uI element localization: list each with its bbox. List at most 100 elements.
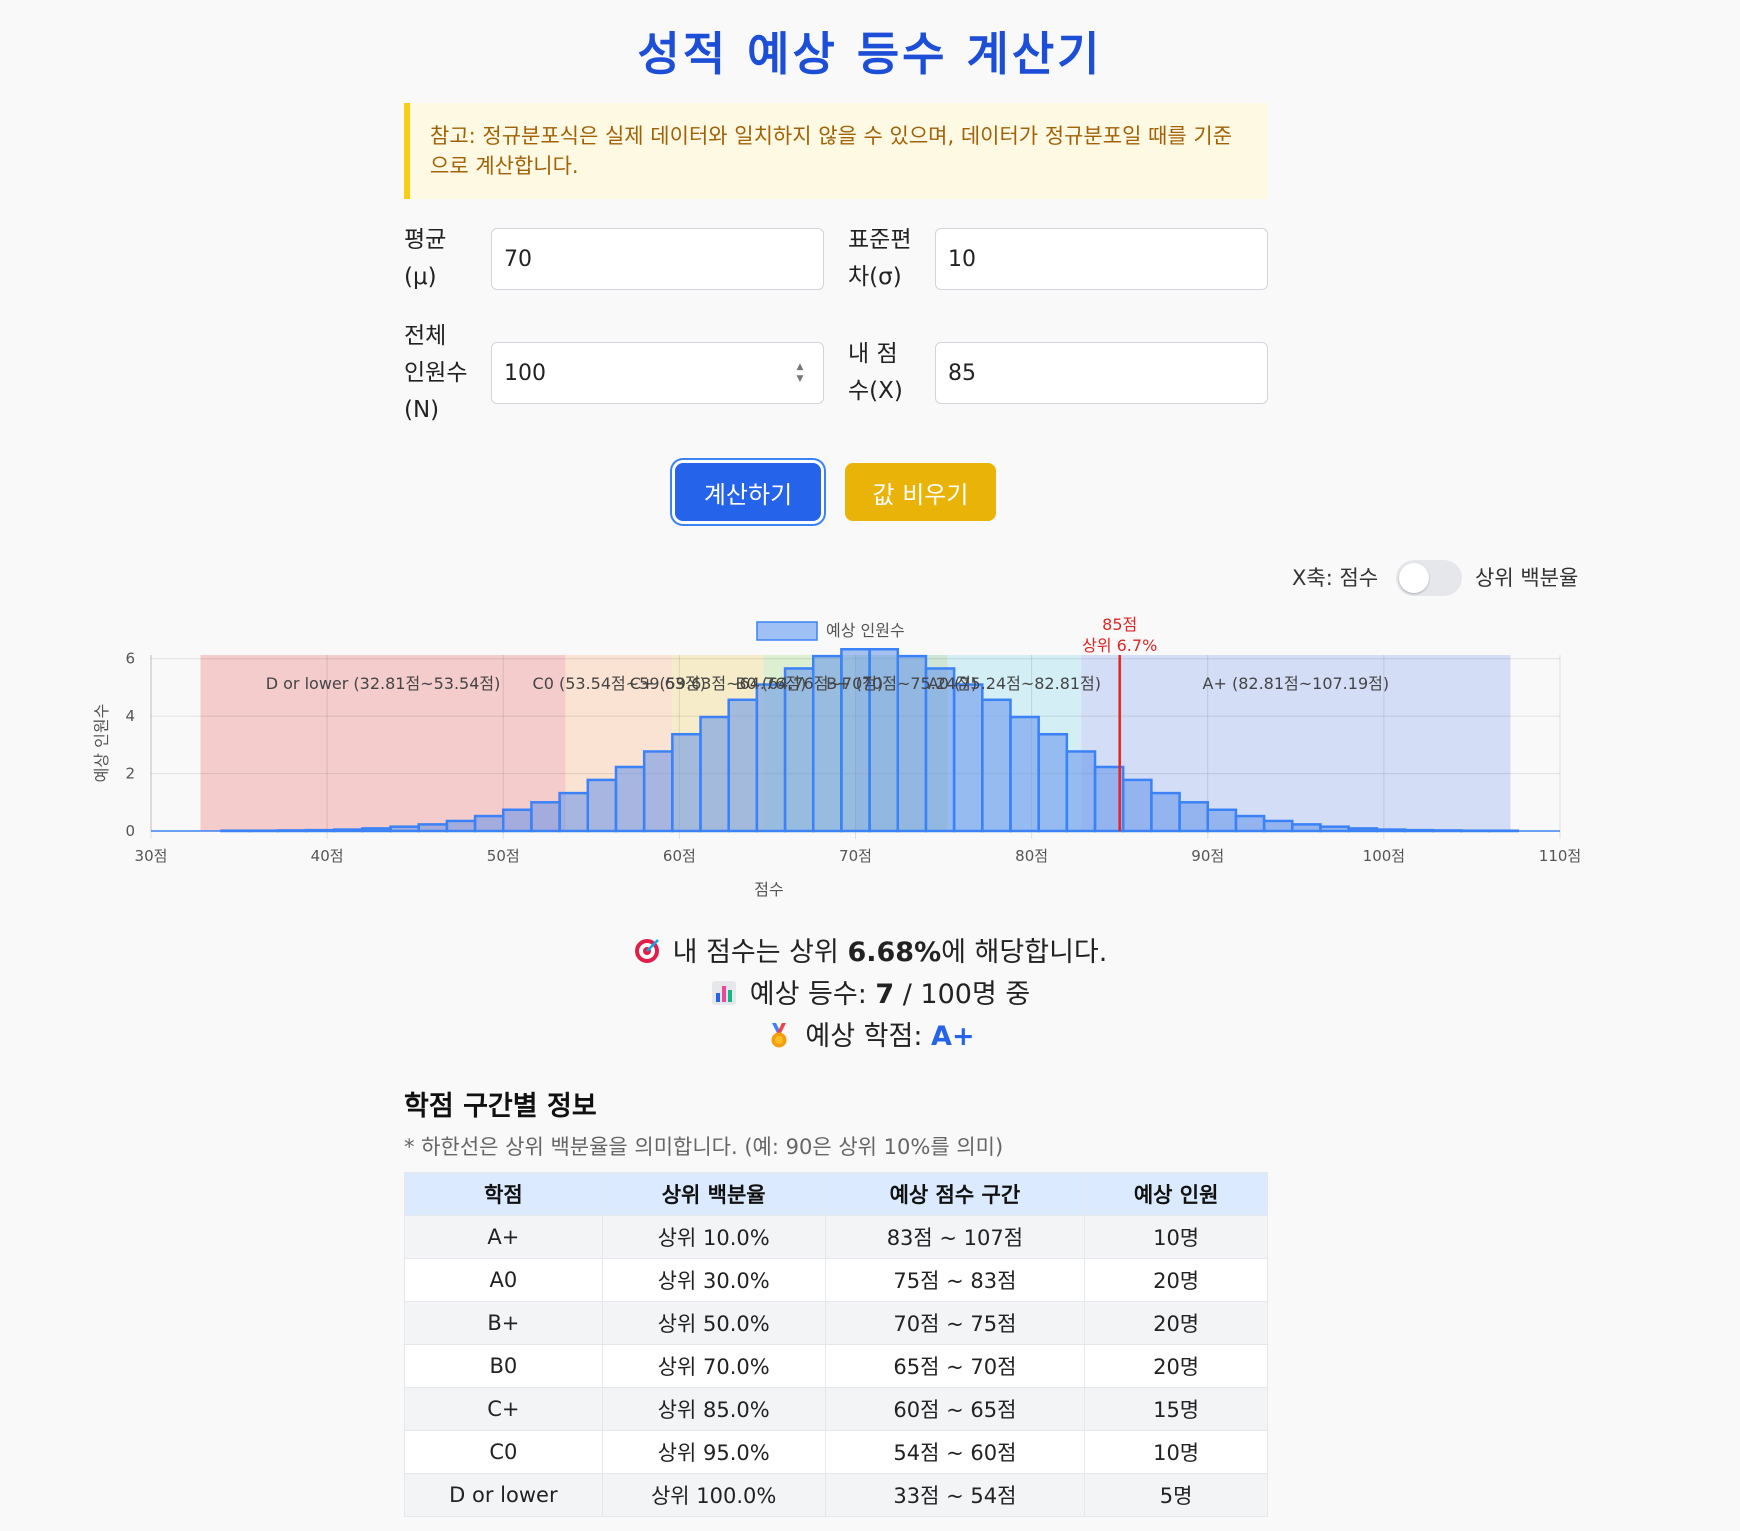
result-percentile-value: 6.68%	[847, 937, 942, 968]
histogram-bar	[1206, 808, 1238, 833]
calculate-button[interactable]: 계산하기	[675, 463, 821, 521]
table-cell: 상위 50.0%	[601, 1301, 826, 1345]
y-tick-label: 2	[125, 765, 135, 783]
mean-label-line: (μ)	[404, 264, 437, 290]
chart-legend[interactable]: 예상 인원수	[756, 621, 905, 641]
table-cell: 5명	[1084, 1473, 1268, 1517]
table-row: B0 상위 70.0% 65점 ~ 70점 20명	[404, 1344, 1268, 1388]
sd-label-line: 표준편	[848, 227, 912, 253]
table-cell: 33점 ~ 54점	[824, 1473, 1086, 1517]
table-cell: B0	[404, 1344, 603, 1388]
grade-region-label: B0 (64.76점~70점)	[735, 674, 883, 693]
histogram-bar	[473, 814, 505, 833]
histogram-bar	[530, 801, 561, 833]
table-cell: 상위 85.0%	[601, 1387, 826, 1431]
result-percentile: 내 점수는 상위 6.68%에 해당합니다.	[0, 932, 1740, 974]
count-input[interactable]	[491, 342, 824, 404]
legend-swatch	[756, 621, 818, 641]
grade-region-label: B+ (70점~75.24점)	[826, 674, 977, 693]
table-header: 학점	[404, 1172, 603, 1216]
histogram-bar	[1347, 827, 1379, 833]
histogram-bar	[332, 828, 364, 833]
histogram-bar	[1262, 819, 1294, 833]
mean-input[interactable]	[491, 228, 824, 290]
table-cell: 20명	[1084, 1344, 1268, 1388]
table-cell: A+	[404, 1215, 603, 1259]
x-axis-title: 점수	[754, 880, 783, 899]
table-row: D or lower 상위 100.0% 33점 ~ 54점 5명	[404, 1473, 1268, 1517]
result-text: 에 해당합니다.	[941, 937, 1108, 968]
x-tick-label: 30점	[135, 847, 168, 865]
sd-label: 표준편 차(σ)	[848, 222, 911, 296]
result-text: / 100명 중	[894, 979, 1031, 1010]
x-tick-label: 60점	[663, 847, 696, 865]
y-tick-label: 0	[125, 822, 135, 840]
table-cell: 상위 70.0%	[601, 1344, 826, 1388]
table-cell: B+	[404, 1301, 603, 1345]
result-rank: 예상 등수: 7 / 100명 중	[0, 974, 1740, 1016]
table-cell: 83점 ~ 107점	[824, 1215, 1086, 1259]
count-label-line: 인원수	[404, 360, 468, 386]
histogram-bar	[1178, 801, 1209, 833]
histogram-bar	[304, 828, 336, 833]
medal-icon	[771, 1023, 787, 1048]
result-grade-value: A+	[931, 1021, 975, 1052]
table-cell: 65점 ~ 70점	[824, 1344, 1086, 1388]
table-row: C0 상위 95.0% 54점 ~ 60점 10명	[404, 1430, 1268, 1474]
y-tick-label: 6	[125, 650, 135, 668]
page-title: 성적 예상 등수 계산기	[637, 27, 1103, 81]
grade-table-note: * 하한선은 상위 백분율을 의미합니다. (예: 90은 상위 10%를 의미…	[404, 1135, 1004, 1159]
info-note: 참고: 정규분포식은 실제 데이터와 일치하지 않을 수 있으며, 데이터가 정…	[404, 103, 1268, 199]
grade-region-label: A+ (82.81점~107.19점)	[1203, 674, 1390, 693]
histogram-bar	[445, 819, 477, 833]
x-tick-label: 50점	[487, 847, 520, 865]
histogram-bar	[614, 765, 646, 833]
table-cell: 상위 10.0%	[601, 1215, 826, 1259]
legend-label: 예상 인원수	[826, 621, 905, 640]
toggle-knob	[1399, 563, 1429, 593]
score-input[interactable]	[935, 342, 1268, 404]
histogram-bar	[1150, 791, 1181, 833]
toggle-left-label: 점수	[1339, 566, 1379, 590]
table-cell: C0	[404, 1430, 603, 1474]
table-cell: 15명	[1084, 1387, 1268, 1431]
histogram-bar	[811, 654, 843, 833]
table-cell: 20명	[1084, 1301, 1268, 1345]
table-cell: C+	[404, 1387, 603, 1431]
histogram-bar	[952, 683, 984, 833]
grade-region-label: C0 (53.54점~59.63점)	[533, 674, 706, 693]
histogram-bar	[981, 698, 1012, 833]
histogram-bar	[924, 667, 956, 833]
count-label-line: 전체	[404, 323, 447, 349]
result-text: 예상 학점:	[805, 1021, 932, 1052]
chart-labels: D or lower (32.81점~53.54점) C0 (53.54점~59.…	[266, 615, 1389, 831]
histogram-bar	[671, 732, 702, 833]
histogram-bar	[586, 778, 618, 833]
histogram-bar	[389, 825, 420, 833]
stepper-arrows-icon[interactable]: ▲ ▼	[796, 362, 804, 384]
histogram-bar	[840, 647, 871, 833]
result-text: 예상 등수:	[749, 979, 876, 1010]
grade-region	[200, 655, 566, 831]
y-tick-label: 4	[125, 707, 135, 725]
histogram-bar	[558, 791, 590, 833]
table-cell: 10명	[1084, 1215, 1268, 1259]
histogram-bar	[1291, 823, 1322, 833]
x-tick-label: 80점	[1015, 847, 1048, 865]
histogram-bar	[1065, 750, 1097, 833]
table-cell: 20명	[1084, 1258, 1268, 1302]
count-label: 전체 인원수 (N)	[404, 318, 467, 429]
x-tick-label: 90점	[1191, 847, 1224, 865]
sd-input[interactable]	[935, 228, 1268, 290]
score-label: 내 점 수(X)	[848, 336, 903, 410]
x-tick-label: 40점	[311, 847, 344, 865]
histogram-bar	[1009, 715, 1040, 833]
y-axis-title: 예상 인원수	[92, 704, 111, 783]
grade-table-title: 학점 구간별 정보	[404, 1091, 597, 1122]
table-cell: 상위 100.0%	[601, 1473, 826, 1517]
clear-button[interactable]: 값 비우기	[845, 463, 996, 521]
x-tick-label: 110점	[1539, 847, 1581, 865]
table-cell: 10명	[1084, 1430, 1268, 1474]
my-score-label: 85점	[1102, 615, 1137, 634]
x-axis-toggle[interactable]	[1396, 560, 1462, 596]
